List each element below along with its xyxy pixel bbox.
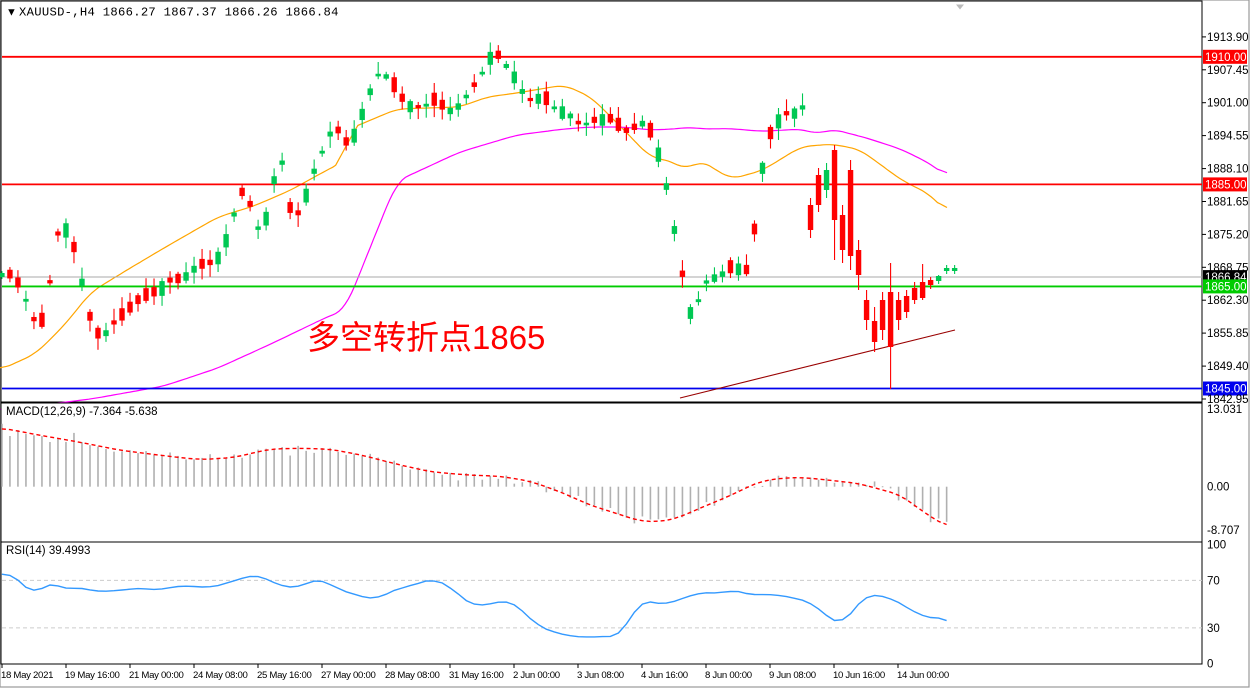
svg-text:9 Jun 08:00: 9 Jun 08:00	[769, 670, 816, 681]
svg-text:XAUUSD-,H4 1866.27 1867.37 18: XAUUSD-,H4 1866.27 1867.37 1866.26 1866.…	[19, 6, 339, 20]
svg-text:1855.85: 1855.85	[1207, 328, 1249, 340]
svg-text:18 May 2021: 18 May 2021	[1, 670, 53, 681]
svg-text:24 May 08:00: 24 May 08:00	[193, 670, 248, 681]
svg-text:13.031: 13.031	[1207, 404, 1242, 416]
svg-text:RSI(14) 39.4993: RSI(14) 39.4993	[6, 545, 90, 557]
svg-text:1910.00: 1910.00	[1205, 52, 1247, 64]
svg-text:25 May 16:00: 25 May 16:00	[257, 670, 312, 681]
svg-text:1913.90: 1913.90	[1207, 32, 1249, 44]
svg-text:70: 70	[1207, 575, 1220, 587]
svg-text:31 May 16:00: 31 May 16:00	[449, 670, 504, 681]
svg-text:0.00: 0.00	[1207, 482, 1229, 494]
svg-text:0: 0	[1207, 659, 1213, 671]
svg-text:2 Jun 00:00: 2 Jun 00:00	[513, 670, 560, 681]
svg-text:30: 30	[1207, 623, 1220, 635]
svg-text:-8.707: -8.707	[1207, 525, 1240, 537]
svg-text:100: 100	[1207, 540, 1226, 552]
svg-text:1901.00: 1901.00	[1207, 98, 1249, 110]
svg-text:1894.55: 1894.55	[1207, 131, 1249, 143]
svg-text:1875.20: 1875.20	[1207, 229, 1249, 241]
svg-text:1888.10: 1888.10	[1207, 164, 1249, 176]
svg-text:10 Jun 16:00: 10 Jun 16:00	[833, 670, 885, 681]
svg-text:19 May 16:00: 19 May 16:00	[65, 670, 120, 681]
svg-text:21 May 00:00: 21 May 00:00	[129, 670, 184, 681]
svg-text:1881.65: 1881.65	[1207, 197, 1249, 209]
svg-text:MACD(12,26,9) -7.364 -5.638: MACD(12,26,9) -7.364 -5.638	[6, 406, 158, 418]
svg-text:多空转折点1865: 多空转折点1865	[307, 319, 545, 356]
svg-text:▼: ▼	[6, 7, 17, 19]
svg-text:1865.00: 1865.00	[1205, 281, 1247, 293]
svg-text:14 Jun 00:00: 14 Jun 00:00	[897, 670, 949, 681]
svg-text:28 May 08:00: 28 May 08:00	[385, 670, 440, 681]
svg-text:4 Jun 16:00: 4 Jun 16:00	[641, 670, 688, 681]
svg-text:3 Jun 08:00: 3 Jun 08:00	[577, 670, 624, 681]
svg-text:1862.30: 1862.30	[1207, 295, 1249, 307]
svg-text:1885.00: 1885.00	[1205, 179, 1247, 191]
svg-text:8 Jun 00:00: 8 Jun 00:00	[705, 670, 752, 681]
svg-text:1907.45: 1907.45	[1207, 65, 1249, 77]
svg-text:27 May 00:00: 27 May 00:00	[321, 670, 376, 681]
svg-text:1849.40: 1849.40	[1207, 361, 1249, 373]
